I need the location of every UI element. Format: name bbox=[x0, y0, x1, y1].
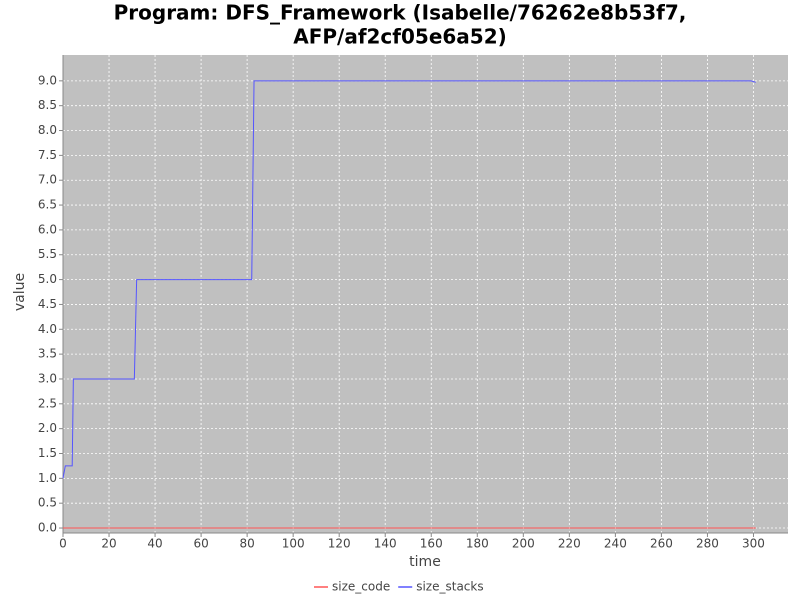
y-tick-label: 0.0 bbox=[38, 521, 57, 535]
plot-area bbox=[63, 55, 788, 533]
x-tick-label: 40 bbox=[147, 537, 162, 551]
y-tick-label: 7.0 bbox=[38, 173, 57, 187]
y-tick-label: 1.0 bbox=[38, 471, 57, 485]
y-tick-label: 2.0 bbox=[38, 421, 57, 435]
x-tick-label: 120 bbox=[328, 537, 351, 551]
x-tick-label: 280 bbox=[696, 537, 719, 551]
series-line bbox=[62, 80, 756, 479]
y-tick-label: 8.5 bbox=[38, 98, 57, 112]
x-tick-label: 80 bbox=[239, 537, 254, 551]
y-tick-label: 3.0 bbox=[38, 371, 57, 385]
x-tick-label: 0 bbox=[59, 537, 67, 551]
x-tick-label: 140 bbox=[374, 537, 397, 551]
y-tick-label: 6.5 bbox=[38, 198, 57, 212]
x-axis-label: time bbox=[409, 554, 441, 570]
x-tick-label: 180 bbox=[466, 537, 489, 551]
y-tick-label: 5.0 bbox=[38, 272, 57, 286]
x-tick-label: 60 bbox=[193, 537, 208, 551]
y-tick-label: 3.5 bbox=[38, 347, 57, 361]
x-tick-label: 160 bbox=[420, 537, 443, 551]
y-tick-label: 9.0 bbox=[38, 73, 57, 87]
x-tick-label: 100 bbox=[282, 537, 305, 551]
x-tick-label: 20 bbox=[101, 537, 116, 551]
x-tick-label: 240 bbox=[604, 537, 627, 551]
y-tick-label: 6.0 bbox=[38, 222, 57, 236]
y-tick-label: 2.5 bbox=[38, 396, 57, 410]
chart-title: Program: DFS_Framework (Isabelle/76262e8… bbox=[114, 1, 687, 25]
y-tick-label: 7.5 bbox=[38, 148, 57, 162]
x-tick-label: 220 bbox=[558, 537, 581, 551]
x-tick-label: 200 bbox=[512, 537, 535, 551]
y-axis-label: value bbox=[12, 273, 28, 311]
y-tick-label: 4.0 bbox=[38, 322, 57, 336]
x-tick-label: 260 bbox=[650, 537, 673, 551]
y-tick-label: 1.5 bbox=[38, 446, 57, 460]
legend-label: size_stacks bbox=[416, 580, 483, 594]
y-tick-label: 5.5 bbox=[38, 247, 57, 261]
legend-label: size_code bbox=[332, 580, 390, 594]
y-tick-label: 8.0 bbox=[38, 123, 57, 137]
chart-title: AFP/af2cf05e6a52) bbox=[293, 25, 507, 49]
y-tick-label: 4.5 bbox=[38, 297, 57, 311]
x-tick-label: 300 bbox=[742, 537, 765, 551]
y-tick-label: 0.5 bbox=[38, 496, 57, 510]
